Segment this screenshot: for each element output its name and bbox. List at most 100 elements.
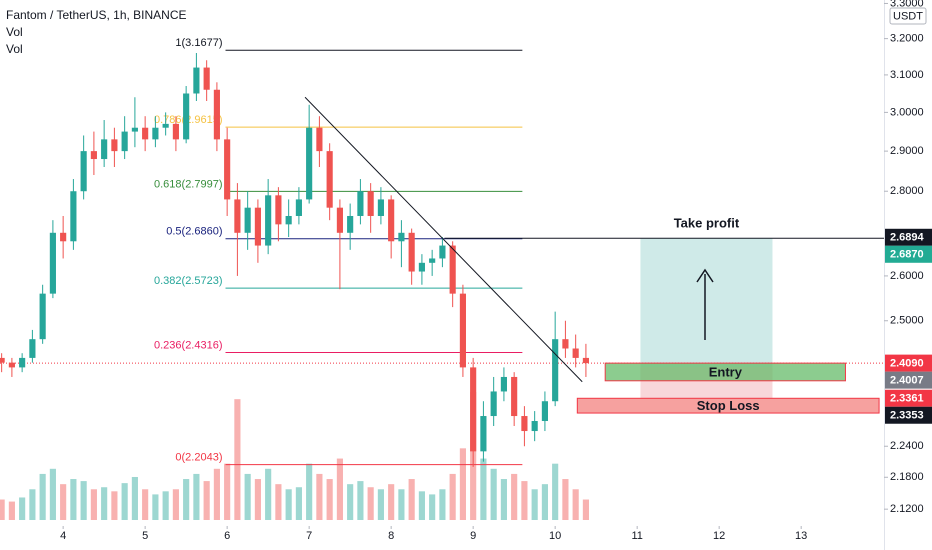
candle-body	[183, 93, 190, 140]
volume-bar	[459, 448, 466, 520]
y-tick-label: 3.0000	[890, 106, 924, 118]
candle-body	[101, 139, 108, 160]
volume-bar	[347, 484, 354, 520]
volume-bar	[357, 481, 364, 520]
volume-bar	[511, 473, 518, 520]
volume-bar	[142, 489, 149, 520]
price-tag	[885, 389, 932, 407]
candle-body	[70, 191, 77, 242]
entry-zone-label: Entry	[709, 364, 743, 379]
price-tag	[885, 406, 932, 424]
volume-bar	[19, 497, 26, 520]
y-tick-label: 2.5000	[890, 315, 924, 327]
volume-bar	[306, 463, 313, 520]
volume-bar	[131, 476, 138, 520]
price-tag-label: 2.3353	[890, 410, 924, 422]
candle-body	[234, 199, 241, 233]
candle-body	[521, 416, 528, 432]
price-tag	[885, 371, 932, 389]
fib-label: 0.5(2.6860)	[166, 226, 222, 238]
volume-bar	[49, 468, 56, 520]
candle-body	[295, 199, 302, 216]
candle-body	[531, 421, 538, 432]
candle-body	[142, 127, 149, 140]
candle-body	[367, 191, 374, 216]
volume-bar	[377, 489, 384, 520]
volume-bar	[172, 489, 179, 520]
unit-box[interactable]	[889, 7, 927, 25]
volume-bar	[418, 491, 425, 520]
candle-body	[121, 131, 128, 152]
candle-body	[172, 123, 179, 140]
volume-bar	[244, 473, 251, 520]
fib-label: 0.618(2.7997)	[154, 178, 223, 190]
profit-zone	[640, 238, 773, 368]
x-tick-label: 9	[470, 530, 476, 542]
candle-body	[439, 245, 446, 259]
candle-body	[152, 127, 159, 140]
volume-bar	[29, 489, 36, 520]
candle-body	[265, 195, 272, 246]
x-tick-label: 7	[306, 530, 312, 542]
volume-bar	[224, 463, 231, 520]
candle-body	[418, 262, 425, 272]
candle-body	[203, 67, 210, 90]
candle-body	[80, 151, 87, 192]
candle-body	[39, 293, 46, 340]
price-tag-label: 2.4090	[890, 358, 924, 370]
candle-body	[254, 207, 261, 246]
candle-body	[224, 139, 231, 200]
stop-zone-label: Stop Loss	[697, 398, 760, 413]
volume-bar	[162, 491, 169, 520]
volume-bar	[90, 489, 97, 520]
candle-body	[429, 258, 436, 263]
volume-bar	[582, 499, 589, 520]
y-tick-label: 2.1200	[890, 503, 924, 515]
volume-bar	[193, 473, 200, 520]
candle-body	[347, 215, 354, 233]
entry-zone	[604, 362, 846, 382]
volume-bar	[152, 494, 159, 520]
price-tag	[885, 245, 932, 263]
volume-bar	[408, 479, 415, 520]
candle-body	[49, 232, 56, 294]
volume-bar	[398, 489, 405, 520]
y-tick-label: 2.8000	[890, 185, 924, 197]
volume-bar	[531, 489, 538, 520]
candle-body	[552, 339, 559, 402]
fib-label: 0(2.2043)	[175, 452, 222, 464]
volume-bar	[295, 487, 302, 520]
volume-bar	[388, 484, 395, 520]
arrow-head	[696, 268, 714, 283]
candle-body	[459, 293, 466, 368]
volume-bar	[552, 463, 559, 520]
plot-area: 1(3.1677)0.786(2.9615)0.618(2.7997)0.5(2…	[0, 37, 884, 520]
volume-bar	[111, 491, 118, 520]
volume-bar	[429, 494, 436, 520]
y-tick-label: 2.1800	[890, 471, 924, 483]
y-tick-label: 3.2000	[890, 33, 924, 45]
unit-label[interactable]: USDT	[893, 10, 923, 22]
candle-body	[193, 67, 200, 94]
candle-body	[306, 127, 313, 200]
volume-bar	[8, 501, 15, 520]
candle-body	[29, 339, 36, 358]
volume-bar	[480, 458, 487, 520]
x-tick-label: 8	[388, 530, 394, 542]
candle-body	[244, 207, 251, 233]
x-tick-label: 6	[224, 530, 230, 542]
volume-bar	[80, 481, 87, 520]
price-tag	[885, 228, 932, 246]
x-tick-label: 4	[60, 530, 66, 542]
candle-body	[336, 207, 343, 233]
volume-bar	[121, 483, 128, 520]
y-tick-label: 2.6000	[890, 270, 924, 282]
candle-body	[398, 232, 405, 242]
volume-bar	[562, 479, 569, 520]
x-tick-label: 5	[142, 530, 148, 542]
volume-bar	[275, 484, 282, 520]
y-tick-label: 2.2400	[890, 440, 924, 452]
volume-bar	[213, 468, 220, 520]
volume-bar	[367, 487, 374, 520]
